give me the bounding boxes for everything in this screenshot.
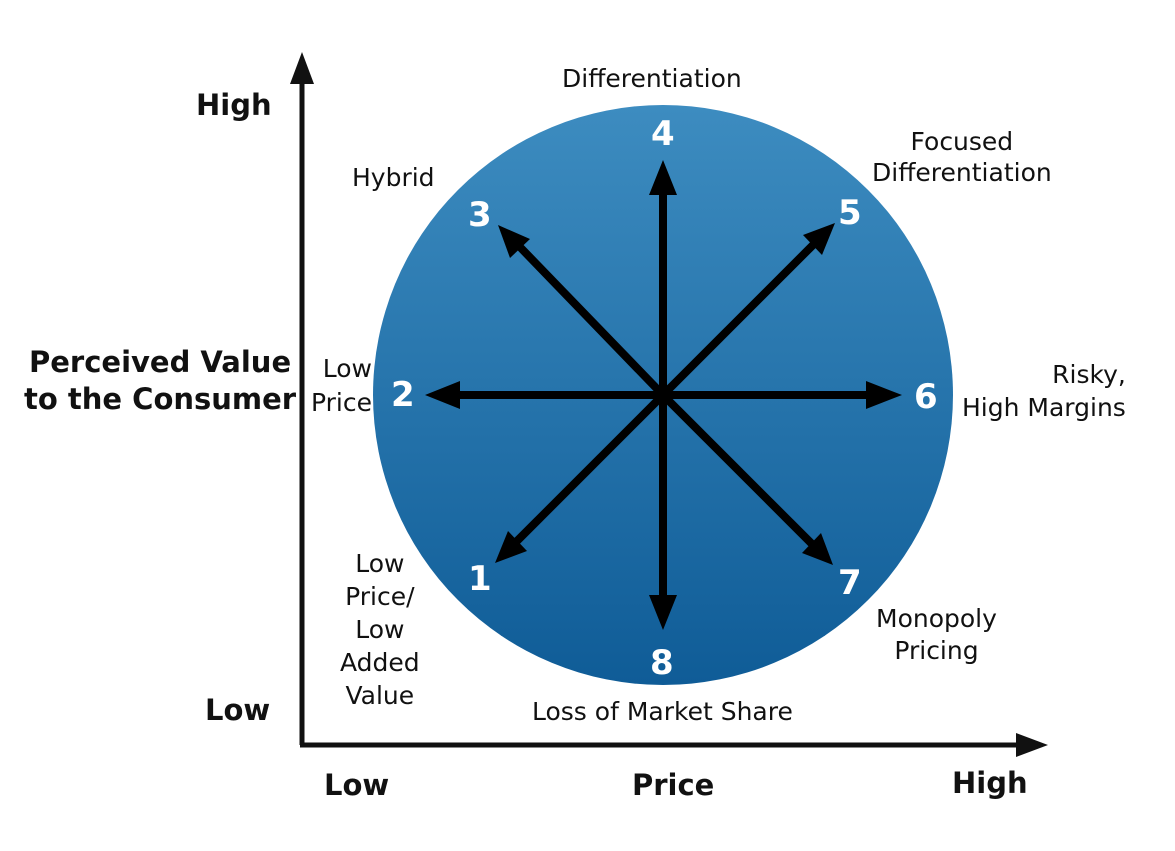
strategy-number-3: 3 <box>468 195 492 235</box>
strategy-number-7: 7 <box>838 563 862 603</box>
y-axis-arrowhead <box>290 52 314 84</box>
strategy-label-2: Low Price <box>311 354 372 417</box>
strategy-number-5: 5 <box>838 193 862 233</box>
strategy-number-6: 6 <box>914 377 938 417</box>
strategy-number-2: 2 <box>391 375 415 415</box>
arrow-1-downleft <box>495 392 666 563</box>
strategy-number-4: 4 <box>651 114 675 154</box>
strategy-label-6: Risky, High Margins <box>962 360 1126 422</box>
x-axis-arrowhead <box>1016 733 1048 757</box>
arrow-4-up <box>649 160 677 395</box>
strategy-label-1: Low Price/ Low Added Value <box>340 549 420 710</box>
arrow-6-right <box>663 381 902 409</box>
strategy-number-1: 1 <box>468 559 492 599</box>
y-axis-low-label: Low <box>205 693 271 727</box>
strategy-label-4: Differentiation <box>562 64 742 93</box>
strategy-label-8: Loss of Market Share <box>532 697 793 726</box>
arrow-8-down <box>649 395 677 630</box>
arrow-5-upright <box>660 223 835 398</box>
strategy-number-8: 8 <box>650 643 674 683</box>
arrow-2-left <box>425 381 663 409</box>
strategy-label-7: Monopoly Pricing <box>876 604 997 665</box>
arrow-7-downright <box>660 392 833 565</box>
strategy-label-3: Hybrid <box>352 163 435 192</box>
x-axis-high-label: High <box>952 766 1028 800</box>
arrow-3-upleft <box>498 225 666 398</box>
y-axis-high-label: High <box>196 88 272 122</box>
y-axis-title: Perceived Value to the Consumer <box>24 345 297 416</box>
x-axis-low-label: Low <box>324 768 390 802</box>
strategy-label-5: Focused Differentiation <box>872 127 1052 187</box>
x-axis-title: Price <box>632 768 715 802</box>
